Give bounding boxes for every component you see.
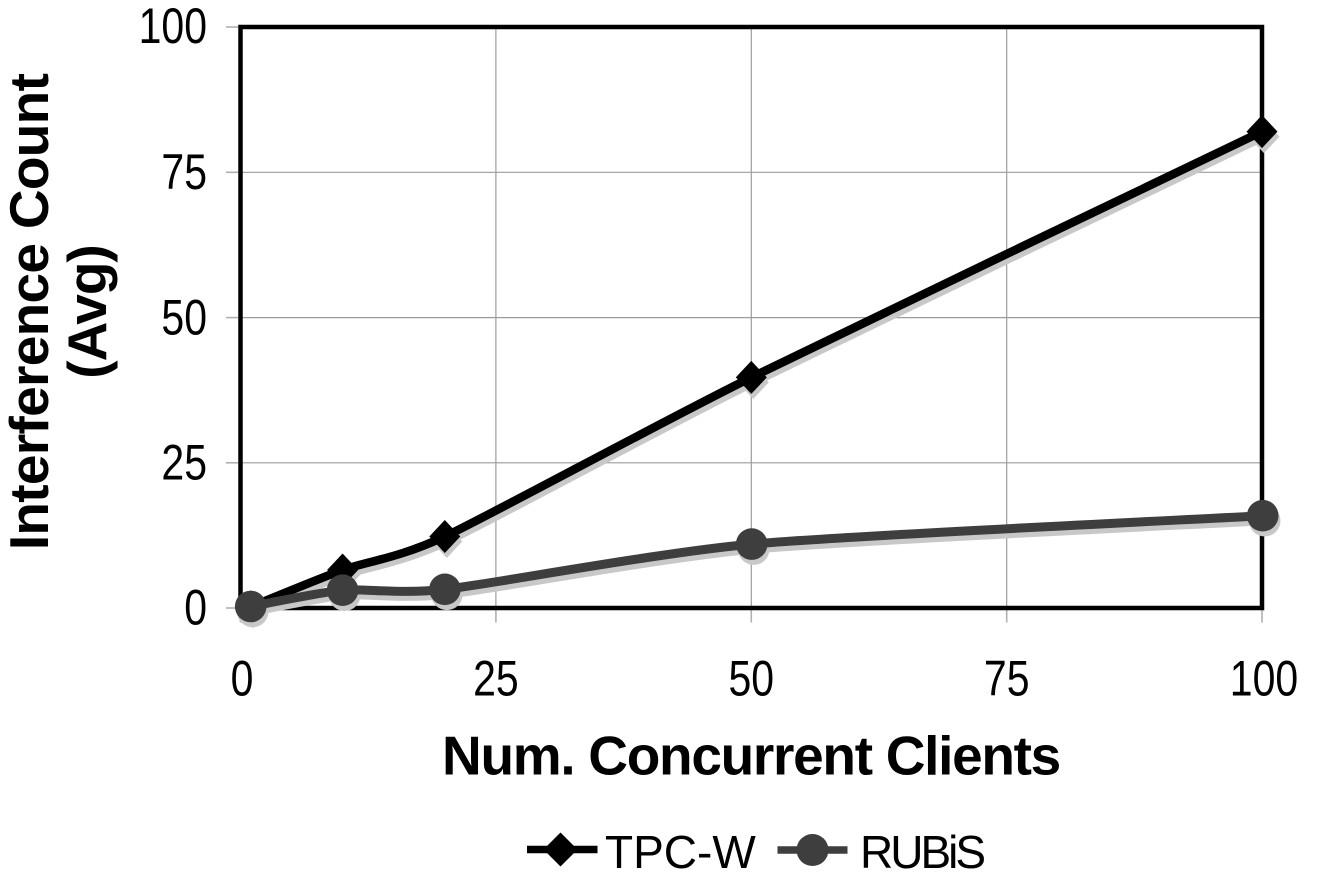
svg-text:RUBiS: RUBiS	[860, 826, 984, 878]
svg-text:Num. Concurrent Clients: Num. Concurrent Clients	[442, 725, 1060, 787]
svg-text:(Avg): (Avg)	[56, 245, 118, 379]
svg-text:25: 25	[473, 650, 519, 706]
svg-text:0: 0	[184, 580, 207, 636]
svg-text:TPC-W: TPC-W	[605, 826, 756, 878]
svg-text:Interference Count: Interference Count	[0, 73, 60, 550]
svg-text:75: 75	[161, 144, 207, 200]
svg-text:0: 0	[231, 650, 254, 706]
svg-text:25: 25	[161, 435, 207, 491]
svg-text:50: 50	[161, 289, 207, 345]
svg-text:100: 100	[139, 0, 207, 54]
svg-text:100: 100	[1230, 650, 1298, 706]
svg-text:75: 75	[984, 650, 1030, 706]
svg-text:50: 50	[728, 650, 774, 706]
